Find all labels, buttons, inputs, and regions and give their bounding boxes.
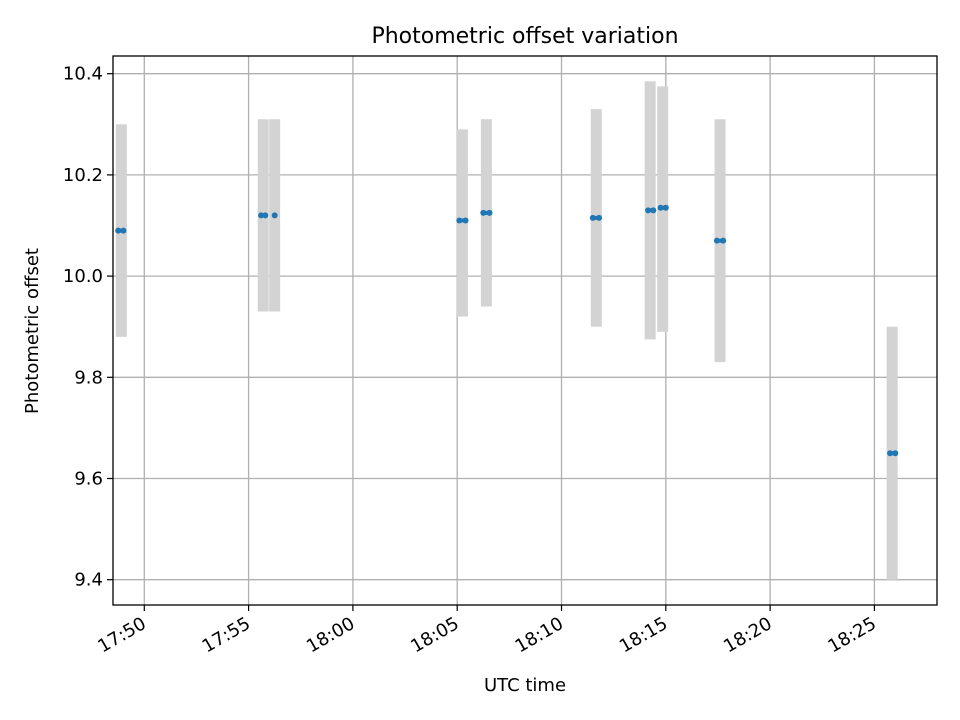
data-point <box>589 214 596 221</box>
data-point <box>115 227 122 234</box>
data-point <box>486 209 493 216</box>
error-bar <box>456 129 468 317</box>
data-point <box>892 450 899 457</box>
data-point <box>657 204 664 211</box>
y-tick-label: 9.6 <box>74 469 103 490</box>
data-point <box>713 237 720 244</box>
plot-frame <box>112 55 938 606</box>
data-point <box>650 207 657 214</box>
data-point <box>480 209 487 216</box>
data-point <box>645 207 652 214</box>
data-point <box>262 212 269 219</box>
y-tick-label: 10.0 <box>63 266 103 287</box>
data-point <box>120 227 127 234</box>
grid <box>113 56 937 605</box>
data-point <box>258 212 265 219</box>
y-tick-label: 10.4 <box>63 64 103 85</box>
y-axis-label: Photometric offset <box>22 248 43 414</box>
data-point <box>596 214 603 221</box>
y-axis-ticks: 9.4 9.6 9.8 10.0 10.2 10.4 <box>63 64 113 591</box>
data-point <box>662 204 669 211</box>
data-point <box>456 217 463 224</box>
data-point <box>462 217 469 224</box>
y-tick-label: 9.8 <box>74 367 103 388</box>
y-tick-label: 10.2 <box>63 165 103 186</box>
data-point <box>271 212 278 219</box>
data-point <box>720 237 727 244</box>
x-axis-label: UTC time <box>484 675 566 696</box>
chart-title: Photometric offset variation <box>371 24 678 49</box>
y-tick-label: 9.4 <box>74 570 103 591</box>
data-points <box>115 204 899 457</box>
data-point <box>887 450 894 457</box>
